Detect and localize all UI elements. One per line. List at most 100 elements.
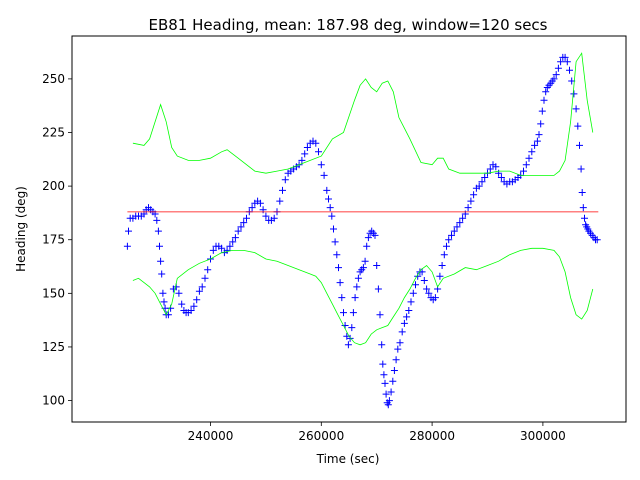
data-point	[550, 75, 558, 83]
data-point	[175, 289, 183, 297]
data-point	[561, 53, 569, 61]
data-point	[533, 137, 541, 145]
data-point	[525, 154, 533, 162]
data-point	[450, 227, 458, 235]
data-point	[231, 234, 239, 242]
data-point	[481, 174, 489, 181]
data-point	[387, 388, 395, 396]
y-tick-label: 150	[42, 286, 65, 300]
data-point	[361, 257, 369, 265]
data-point	[554, 64, 562, 72]
chart-title: EB81 Heading, mean: 187.98 deg, window=1…	[149, 16, 548, 34]
data-point	[486, 165, 494, 173]
data-point	[467, 197, 475, 205]
data-point	[333, 251, 341, 259]
data-point	[198, 283, 206, 291]
data-point	[125, 227, 132, 235]
data-point	[298, 156, 306, 164]
data-point	[240, 219, 248, 227]
data-point	[385, 397, 393, 405]
data-point	[436, 272, 444, 280]
data-point	[379, 360, 387, 368]
data-point	[279, 186, 286, 194]
data-point	[348, 324, 356, 332]
data-point	[331, 238, 339, 246]
data-point	[320, 171, 328, 179]
data-point	[204, 266, 212, 274]
data-point	[425, 289, 433, 297]
data-point	[520, 167, 527, 175]
data-point	[315, 148, 322, 156]
data-point	[537, 120, 545, 128]
data-point	[209, 246, 217, 254]
data-point	[431, 294, 439, 302]
data-point	[381, 379, 389, 387]
data-point	[157, 257, 165, 265]
plot-area	[123, 52, 601, 409]
data-point	[445, 236, 453, 244]
x-tick-label: 240000	[188, 429, 234, 443]
data-point	[531, 141, 539, 149]
data-point	[443, 242, 450, 250]
x-tick-label: 280000	[409, 429, 455, 443]
data-point	[243, 214, 250, 222]
data-point	[218, 244, 226, 252]
data-point	[405, 307, 413, 314]
data-point	[414, 272, 422, 280]
data-point	[576, 141, 583, 149]
data-point	[156, 242, 163, 250]
data-point	[323, 186, 331, 194]
data-point	[409, 289, 417, 297]
x-axis-label: Time (sec)	[316, 452, 380, 466]
data-point	[359, 264, 367, 272]
data-point	[407, 298, 415, 306]
data-point	[325, 195, 332, 203]
data-point	[256, 199, 264, 207]
data-point	[593, 236, 601, 244]
data-point	[340, 309, 347, 317]
data-point	[223, 246, 231, 254]
series-line-lower	[132, 247, 594, 346]
data-point	[187, 307, 195, 314]
y-axis-label: Heading (deg)	[14, 186, 28, 272]
data-point	[563, 58, 571, 66]
data-point	[440, 251, 448, 259]
data-point	[330, 225, 337, 233]
data-point	[195, 287, 203, 295]
x-axis: 240000 260000 280000 300000	[188, 422, 566, 443]
data-point	[373, 262, 381, 269]
data-point	[581, 214, 588, 222]
data-point	[226, 242, 234, 250]
data-point	[390, 367, 398, 374]
y-tick-label: 175	[42, 233, 65, 247]
data-point	[453, 223, 461, 231]
data-point	[346, 334, 354, 342]
data-point	[540, 96, 548, 104]
data-point	[158, 270, 166, 278]
y-tick-label: 200	[42, 179, 65, 193]
data-point	[574, 122, 582, 130]
data-point	[394, 345, 402, 353]
data-point	[378, 341, 386, 349]
data-point	[248, 204, 256, 212]
data-point	[448, 231, 455, 239]
data-point	[160, 298, 168, 306]
data-point	[154, 227, 162, 235]
series-line-upper	[132, 52, 594, 176]
data-point	[374, 285, 382, 293]
data-point	[123, 242, 131, 250]
scatter-series	[123, 53, 601, 409]
data-point	[470, 191, 478, 199]
data-point	[380, 371, 388, 379]
data-point	[392, 356, 400, 364]
data-point	[464, 204, 472, 212]
data-point	[371, 231, 379, 239]
data-point	[578, 189, 586, 196]
y-tick-label: 100	[42, 394, 65, 408]
data-point	[552, 71, 560, 79]
data-point	[557, 58, 565, 66]
data-point	[400, 319, 408, 327]
data-point	[303, 144, 311, 151]
data-point	[579, 204, 587, 212]
